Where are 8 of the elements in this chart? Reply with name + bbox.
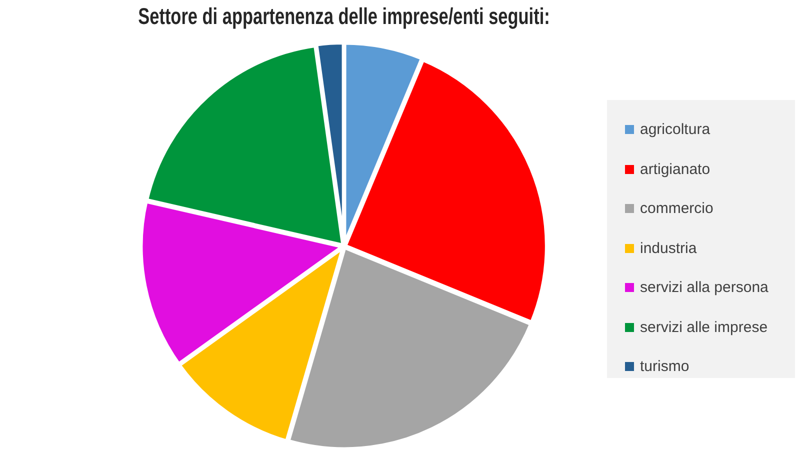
legend-label: servizi alla persona: [640, 279, 768, 296]
chart-title: Settore di appartenenza delle imprese/enti seguiti:: [138, 4, 550, 30]
legend-label: artigianato: [640, 160, 710, 178]
legend-label: servizi alle imprese: [640, 318, 768, 336]
legend-label: agricoltura: [640, 121, 710, 138]
legend-label: industria: [640, 240, 697, 257]
legend-label: commercio: [640, 200, 714, 218]
legend-label: turismo: [640, 358, 690, 376]
